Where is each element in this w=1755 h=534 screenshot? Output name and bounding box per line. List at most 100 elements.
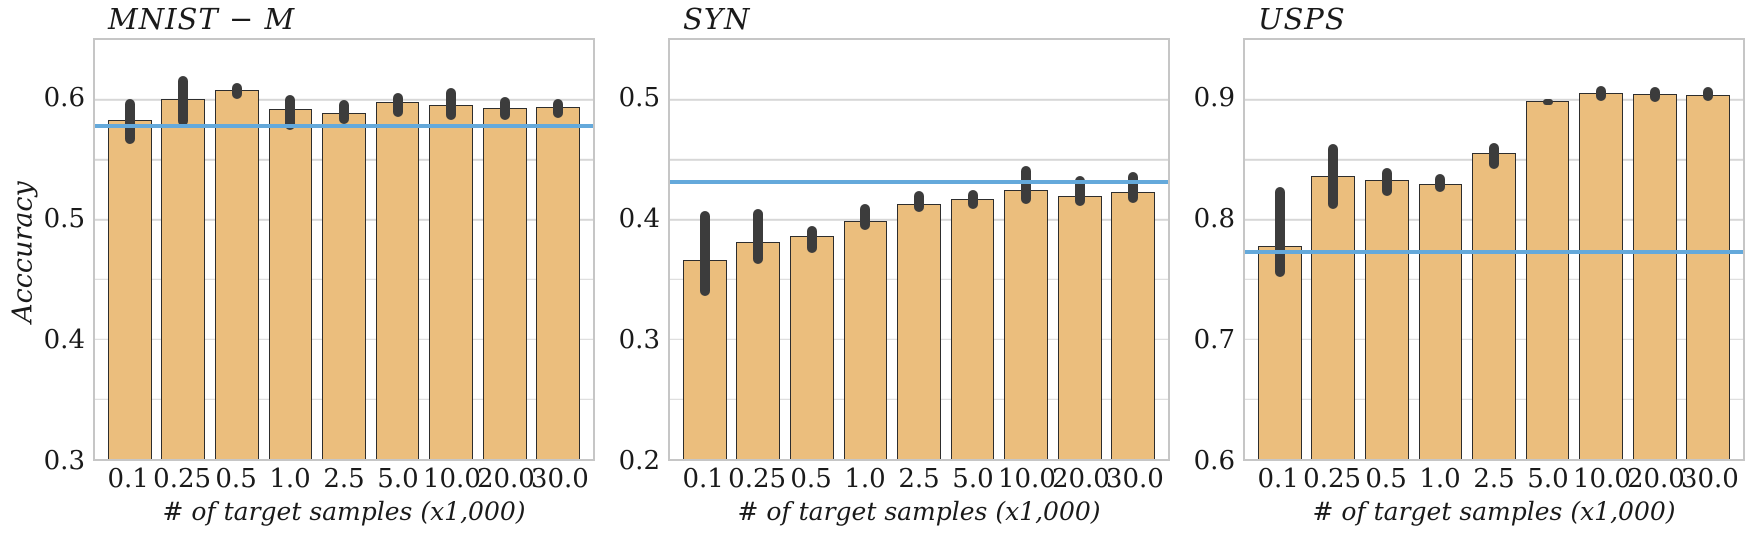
error-bar xyxy=(1274,187,1285,278)
x-tick-label: 1.0 xyxy=(1419,464,1461,494)
plot-row: 0.3 0.4 0.5 0.6 xyxy=(42,38,595,474)
error-bar xyxy=(1542,98,1553,105)
bar xyxy=(1418,183,1463,459)
x-tick-label: 5.0 xyxy=(377,464,419,494)
x-tick-label: 0.25 xyxy=(153,464,212,494)
x-tick-label: 30.0 xyxy=(530,464,589,494)
x-tick-label: 30.0 xyxy=(1680,464,1739,494)
error-bar xyxy=(1435,174,1446,193)
x-axis-title: # of target samples (x1,000) xyxy=(162,497,526,526)
bar xyxy=(843,220,888,459)
panel-title: SYN xyxy=(683,2,751,36)
error-bar xyxy=(914,190,924,213)
bar xyxy=(429,104,473,459)
error-bar xyxy=(1489,142,1499,170)
bar xyxy=(107,120,152,459)
error-bar xyxy=(1649,86,1660,103)
bar xyxy=(1525,101,1570,459)
x-tick-label: 5.0 xyxy=(952,464,994,494)
bar xyxy=(215,90,259,459)
x-tick-label: 0.1 xyxy=(107,464,149,494)
error-bar xyxy=(860,204,871,231)
bar xyxy=(950,199,995,459)
panel-mnist-m: MNIST − M 0.3 0.4 0.5 0.6 0.1 0.25 0.5 1.0 2.5 5… xyxy=(42,2,595,526)
y-tick-label: 0.3 xyxy=(43,446,85,476)
y-tick-label: 0.8 xyxy=(1193,204,1235,235)
x-tick-label: 0.5 xyxy=(1365,464,1407,494)
y-tick-label: 0.7 xyxy=(1193,325,1235,356)
x-tick-label: 0.5 xyxy=(790,464,832,494)
panel-title: MNIST − M xyxy=(108,2,296,36)
baseline-line xyxy=(95,124,593,129)
x-tick-label: 20.0 xyxy=(476,464,535,494)
x-tick-label: 10.0 xyxy=(422,464,481,494)
error-bar xyxy=(178,75,189,127)
y-tick-label: 0.2 xyxy=(618,446,660,476)
error-bar xyxy=(1021,165,1032,205)
plot-area xyxy=(1243,38,1745,461)
panel-usps: USPS 0.6 0.7 0.8 0.9 0.1 0.25 0.5 1.0 2.5 5.0 10.… xyxy=(1192,2,1745,526)
x-tick-label: 10.0 xyxy=(997,464,1056,494)
x-axis-ticks: 0.1 0.25 0.5 1.0 2.5 5.0 10.0 20.0 30.0 xyxy=(668,461,1170,495)
bar xyxy=(897,204,941,459)
baseline-line xyxy=(1245,249,1743,254)
error-bar xyxy=(1128,171,1139,203)
gridline xyxy=(670,99,1168,101)
error-bar xyxy=(392,92,403,117)
y-tick-label: 0.9 xyxy=(1193,83,1235,114)
x-tick-label: 10.0 xyxy=(1572,464,1631,494)
bar xyxy=(1257,245,1302,459)
x-tick-label: 0.25 xyxy=(728,464,787,494)
panel-title: USPS xyxy=(1258,2,1346,36)
bar xyxy=(1057,195,1102,459)
y-tick-label: 0.4 xyxy=(43,325,85,356)
bar xyxy=(1111,192,1156,459)
bar xyxy=(1686,95,1731,459)
error-bar xyxy=(124,98,135,145)
gridline xyxy=(95,99,593,101)
error-bar xyxy=(499,97,510,121)
bar xyxy=(375,102,420,459)
y-tick-label: 0.5 xyxy=(618,83,660,114)
plot-area xyxy=(93,38,595,461)
plot-area xyxy=(668,38,1170,461)
y-tick-label: 0.5 xyxy=(43,204,85,235)
bar xyxy=(1579,92,1623,459)
x-tick-label: 1.0 xyxy=(844,464,886,494)
x-tick-label: 5.0 xyxy=(1527,464,1569,494)
gridline xyxy=(670,158,1168,161)
y-axis-ticks: 0.6 0.7 0.8 0.9 xyxy=(1192,38,1243,474)
error-bar xyxy=(553,98,564,118)
y-axis-ticks: 0.3 0.4 0.5 0.6 xyxy=(42,38,93,474)
error-bar xyxy=(1703,86,1714,102)
x-axis-ticks: 0.1 0.25 0.5 1.0 2.5 5.0 10.0 20.0 30.0 xyxy=(93,461,595,495)
bar xyxy=(1365,180,1409,459)
error-bar xyxy=(446,87,457,121)
x-axis-title: # of target samples (x1,000) xyxy=(1312,497,1676,526)
error-bar xyxy=(967,189,978,209)
error-bar xyxy=(1074,176,1085,207)
bar xyxy=(482,108,527,459)
x-tick-label: 0.1 xyxy=(682,464,724,494)
error-bar xyxy=(1596,85,1607,102)
y-tick-label: 0.6 xyxy=(43,83,85,114)
bar xyxy=(1004,189,1048,459)
x-tick-label: 0.25 xyxy=(1303,464,1362,494)
y-tick-label: 0.4 xyxy=(618,204,660,235)
x-tick-label: 2.5 xyxy=(898,464,940,494)
plot-row: 0.2 0.3 0.4 0.5 xyxy=(617,38,1170,474)
error-bar xyxy=(339,99,349,124)
error-bar xyxy=(1328,144,1339,209)
bar xyxy=(736,242,781,459)
x-tick-label: 30.0 xyxy=(1105,464,1164,494)
x-axis-title: # of target samples (x1,000) xyxy=(737,497,1101,526)
error-bar xyxy=(753,208,764,264)
y-tick-label: 0.6 xyxy=(1193,446,1235,476)
bar xyxy=(1311,176,1356,459)
bar xyxy=(1632,93,1677,459)
x-tick-label: 2.5 xyxy=(1473,464,1515,494)
panel-syn: SYN 0.2 0.3 0.4 0.5 0.1 0.25 0.5 1.0 2.5 5.0 10.0… xyxy=(617,2,1170,526)
bar xyxy=(536,107,581,459)
error-bar xyxy=(285,95,296,130)
